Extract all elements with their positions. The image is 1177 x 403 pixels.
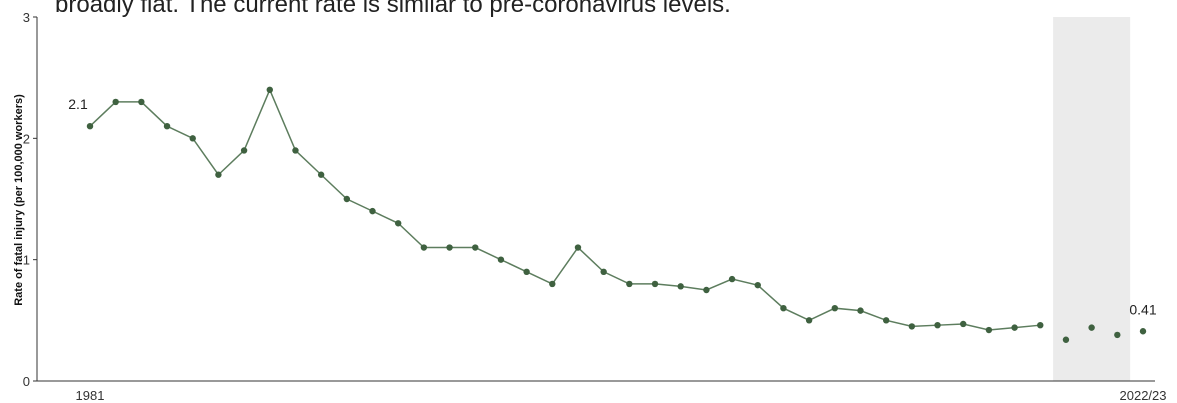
subtitle: broadly flat. The current rate is simila…	[55, 0, 731, 18]
point	[138, 98, 145, 106]
point	[574, 244, 582, 251]
shaded-period	[1053, 17, 1131, 381]
line	[89, 87, 1041, 331]
point	[86, 123, 94, 130]
point	[805, 317, 813, 324]
point	[600, 268, 607, 275]
point	[960, 320, 967, 328]
point	[882, 317, 890, 324]
point	[985, 326, 993, 334]
point	[189, 135, 196, 142]
point	[626, 280, 633, 288]
point	[394, 220, 402, 227]
point	[728, 275, 736, 283]
point	[523, 268, 530, 275]
point	[472, 244, 479, 251]
point	[317, 171, 325, 178]
point	[446, 244, 453, 251]
point	[292, 147, 299, 154]
point	[420, 244, 428, 251]
point	[908, 323, 916, 330]
y-tick-label: 2	[23, 131, 30, 146]
point	[1114, 331, 1121, 339]
point	[112, 98, 119, 106]
point	[703, 286, 710, 294]
point	[163, 123, 171, 130]
x-tick-label: 2022/23	[1120, 388, 1167, 403]
data-label: 2.1	[68, 96, 88, 112]
point	[831, 305, 839, 312]
y-tick-label: 0	[23, 374, 30, 389]
point	[857, 307, 864, 314]
point	[1088, 324, 1095, 331]
point	[754, 281, 761, 289]
point	[651, 280, 659, 288]
point	[215, 171, 222, 178]
y-axis-label: Rate of fatal injury (per 100,000 worker…	[13, 94, 25, 306]
point	[780, 305, 787, 312]
point	[497, 256, 505, 263]
point	[1062, 336, 1070, 343]
point	[240, 147, 248, 154]
point	[266, 86, 273, 94]
x-tick-label: 1981	[76, 388, 105, 403]
y-tick-label: 3	[23, 10, 30, 25]
y-tick-label: 1	[23, 253, 30, 268]
point	[677, 283, 684, 290]
point	[1139, 328, 1147, 335]
point	[1011, 324, 1018, 331]
point	[369, 207, 376, 215]
point	[549, 280, 556, 288]
point	[934, 321, 941, 329]
point	[1037, 321, 1044, 329]
point	[343, 195, 351, 203]
data-label: 0.41	[1129, 301, 1156, 317]
